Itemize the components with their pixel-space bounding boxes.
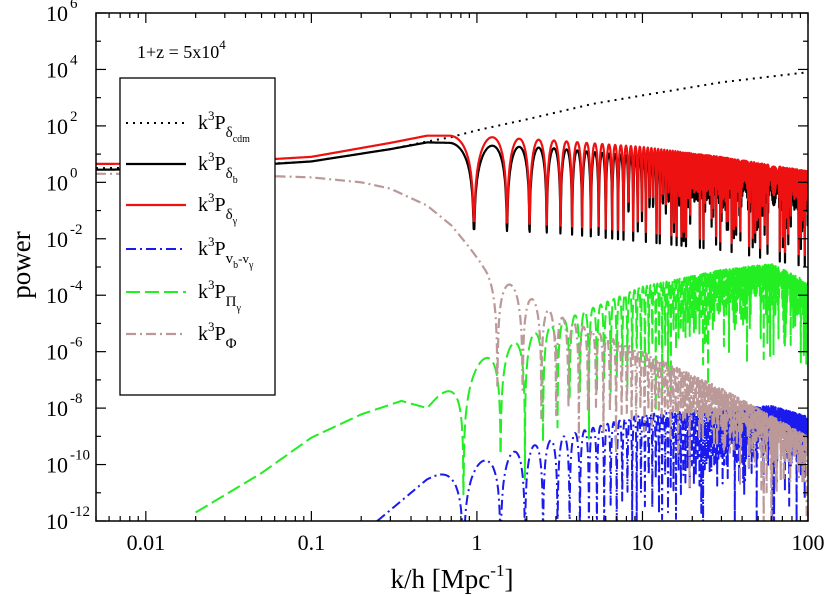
- legend-base: k: [198, 112, 208, 134]
- x-axis-title-main: k/h [Mpc: [391, 564, 491, 594]
- legend-pow: 3: [208, 234, 215, 249]
- legend-sub: δ: [226, 207, 233, 223]
- legend-label-k3P_Pi_gamma: k3PΠγ: [198, 277, 241, 314]
- y-tick-base: 10: [46, 57, 68, 82]
- y-tick-base: 10: [46, 227, 68, 252]
- y-tick-exponent: 6: [70, 0, 78, 12]
- legend-sub: δ: [226, 125, 233, 141]
- redshift-annotation-main: 1+z = 5x10: [137, 42, 219, 62]
- legend-sub: v: [226, 251, 234, 267]
- y-tick-label: 10: [46, 340, 68, 365]
- legend-subsub: cdm: [233, 134, 250, 145]
- y-axis-title: power: [6, 231, 36, 298]
- legend-main: P: [215, 281, 226, 303]
- x-axis-ticks: 0.01 0.1 1 10 100: [95, 13, 825, 555]
- redshift-annotation: 1+z = 5x104: [137, 37, 226, 62]
- y-tick-label: 10: [46, 57, 68, 82]
- x-tick-label: 0.1: [298, 530, 326, 555]
- x-axis-title-close: ]: [504, 564, 513, 594]
- x-axis-title: k/h [Mpc-1]: [391, 561, 514, 594]
- y-tick-exponent: 0: [70, 165, 78, 181]
- y-tick-base: 10: [46, 396, 68, 421]
- legend-pow: 3: [208, 190, 215, 205]
- legend-subsub: γ: [232, 216, 238, 227]
- legend-base: k: [198, 281, 208, 303]
- y-tick-label: 10: [46, 227, 68, 252]
- y-tick-exponent: 2: [70, 109, 78, 125]
- legend-base: k: [198, 238, 208, 260]
- y-tick-exponent: -6: [70, 335, 83, 351]
- y-tick-exponent: -12: [70, 504, 90, 520]
- legend-main: P: [215, 238, 226, 260]
- legend-subsub: b: [233, 260, 238, 271]
- y-tick-base: 10: [46, 1, 68, 26]
- y-tick-base: 10: [46, 453, 68, 478]
- legend-base: k: [198, 194, 208, 216]
- legend-label-k3P_delta_b: k3Pδb: [198, 149, 238, 186]
- x-tick-label: 0.01: [127, 530, 166, 555]
- legend-label-k3P_delta_cdm: k3Pδcdm: [198, 108, 250, 145]
- legend-subsub: γ: [235, 303, 241, 314]
- legend-label-k3P_Phi: k3PΦ: [198, 319, 237, 352]
- y-tick-label: 10: [46, 170, 68, 195]
- y-tick-label: 10: [46, 114, 68, 139]
- legend-subsub2: γ: [248, 260, 254, 271]
- y-tick-exponent: 4: [70, 52, 78, 68]
- y-tick-exponent: -2: [70, 222, 83, 238]
- y-tick-base: 10: [46, 283, 68, 308]
- legend-sub2: -v: [238, 251, 249, 266]
- series-layer: [96, 71, 808, 521]
- legend-pow: 3: [208, 149, 215, 164]
- x-tick-label: 10: [631, 530, 653, 555]
- y-tick-label: 10: [46, 283, 68, 308]
- legend-base: k: [198, 323, 208, 345]
- legend-pow: 3: [208, 277, 215, 292]
- y-tick-exponent: -4: [70, 278, 83, 294]
- legend-subsub: b: [233, 175, 238, 186]
- legend-label-k3P_delta_gamma: k3Pδγ: [198, 190, 238, 227]
- legend-pow: 3: [208, 319, 215, 334]
- legend-sub: Φ: [226, 336, 237, 352]
- y-tick-exponent: -8: [70, 391, 83, 407]
- y-tick-label: 10: [46, 396, 68, 421]
- y-tick-base: 10: [46, 114, 68, 139]
- series-line-k3P_Pi_gamma: [194, 263, 808, 514]
- legend-pow: 3: [208, 108, 215, 123]
- legend-main: P: [215, 112, 226, 134]
- legend-box: [119, 77, 276, 396]
- legend-main: P: [215, 153, 226, 175]
- legend-sub: δ: [226, 166, 233, 182]
- series-line-k3P_Phi: [96, 172, 808, 521]
- legend-main: P: [215, 323, 226, 345]
- redshift-annotation-sup: 4: [219, 37, 226, 52]
- y-tick-label: 10: [46, 1, 68, 26]
- y-tick-exponent: -10: [70, 448, 90, 464]
- legend-sub: Π: [226, 294, 237, 310]
- y-tick-base: 10: [46, 509, 68, 534]
- x-axis-title-sup: -1: [490, 561, 504, 580]
- legend-base: k: [198, 153, 208, 175]
- y-tick-label: 10: [46, 509, 68, 534]
- y-tick-label: 10: [46, 453, 68, 478]
- x-tick-label: 100: [792, 530, 825, 555]
- y-tick-base: 10: [46, 340, 68, 365]
- y-tick-base: 10: [46, 170, 68, 195]
- legend-label-k3P_vb_minus_vgamma: k3Pvb-vγ: [198, 234, 254, 271]
- legend-main: P: [215, 194, 226, 216]
- x-tick-label: 1: [471, 530, 482, 555]
